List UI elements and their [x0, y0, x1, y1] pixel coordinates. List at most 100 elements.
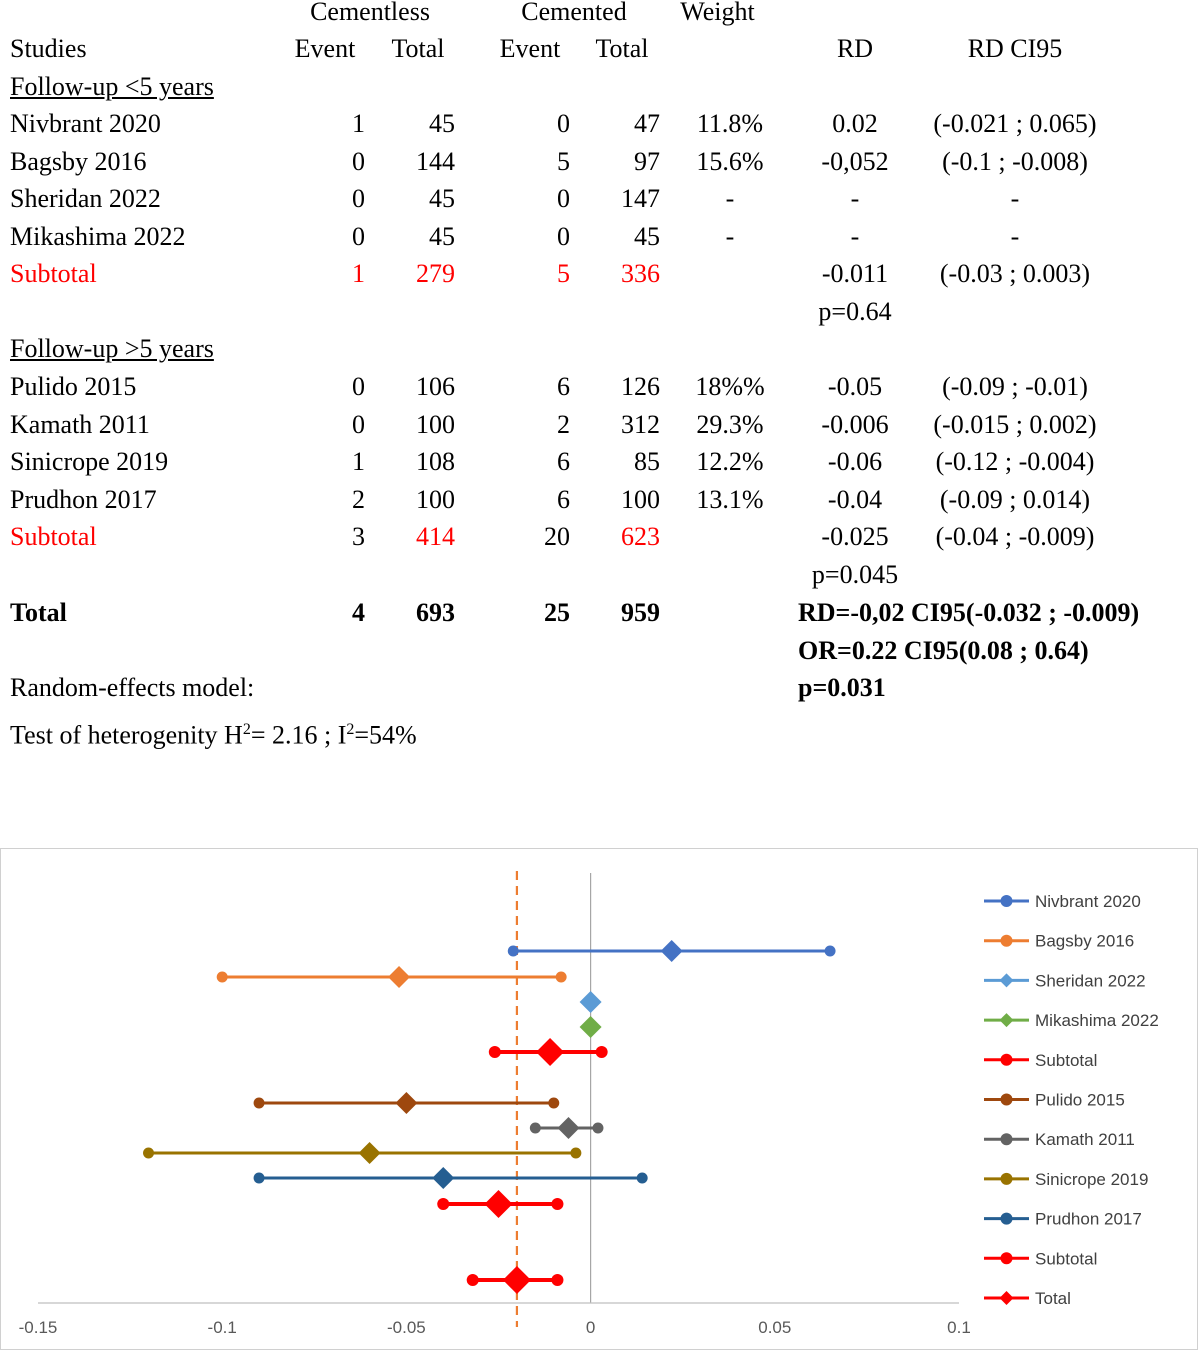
row-total-cementless: 106 [416, 372, 455, 401]
subtotal-2-event-cementless: 3 [352, 522, 365, 551]
row-event-cementless: 1 [352, 447, 365, 476]
row-total-cementless: 45 [429, 184, 455, 213]
row-total-cementless: 144 [416, 146, 455, 176]
row-total-cemented: 126 [621, 372, 660, 401]
effect-estimate-diamond [557, 1117, 580, 1139]
rd-header: RD [836, 34, 874, 63]
row-rd-ci: (-0.021 ; 0.065) [933, 109, 1097, 138]
effect-estimate-diamond [579, 1016, 602, 1038]
subtotal-1-event-cementless: 1 [352, 259, 365, 288]
row-event-cemented: 0 [557, 221, 570, 251]
section-label-gt5: Follow-up >5 years [10, 334, 214, 363]
row-total-cemented: 97 [634, 146, 660, 176]
x-tick-label: -0.05 [387, 1318, 426, 1337]
row-weight: 13.1% [696, 484, 764, 514]
ci-upper-point [636, 1172, 648, 1184]
legend-marker [1000, 895, 1013, 907]
effect-estimate-diamond [484, 1190, 513, 1218]
row-rd-value: - [850, 221, 860, 251]
event-header-cementless: Event [294, 34, 356, 63]
total-event-cementless: 4 [352, 598, 365, 627]
row-rd-value: - [850, 184, 860, 213]
total-event-cemented: 25 [544, 598, 570, 627]
row-event-cemented: 6 [557, 484, 570, 514]
ci-lower-point [507, 945, 519, 957]
row-event-cementless: 2 [352, 484, 365, 514]
row-rd-ci: - [1010, 184, 1020, 213]
legend-label: Mikashima 2022 [1035, 1011, 1159, 1030]
row-rd-value: -0.05 [827, 372, 883, 401]
row-study-name: Mikashima 2022 [10, 221, 186, 251]
effect-estimate-diamond [502, 1266, 531, 1294]
row-rd-ci: (-0.09 ; 0.014) [939, 484, 1091, 514]
row-event-cemented: 6 [557, 447, 570, 476]
row-total-cementless: 100 [416, 484, 455, 514]
row-rd-ci: (-0.1 ; -0.008) [942, 146, 1088, 176]
section-label-lt5: Follow-up <5 years [10, 72, 214, 101]
subtotal-2-label: Subtotal [10, 522, 97, 551]
legend-marker [1000, 1133, 1013, 1146]
subtotal-1-ci: (-0.03 ; 0.003) [939, 259, 1091, 288]
subtotal-1-total-cementless: 279 [416, 259, 455, 288]
row-study-name: Nivbrant 2020 [10, 109, 161, 138]
row-weight: - [725, 184, 735, 213]
effect-estimate-diamond [388, 966, 411, 988]
ci-upper-point [551, 1198, 564, 1210]
subtotal-1-label: Subtotal [10, 259, 97, 288]
total-total-cemented: 959 [621, 598, 660, 627]
row-event-cementless: 0 [352, 184, 365, 213]
legend-marker [999, 973, 1014, 988]
ci-lower-point [466, 1274, 479, 1286]
legend-marker [999, 1013, 1014, 1028]
row-weight: 18%% [695, 372, 765, 401]
row-event-cementless: 0 [352, 372, 365, 401]
row-rd-value: -0.006 [821, 409, 889, 439]
ci-upper-point [570, 1147, 582, 1159]
effect-estimate-diamond [660, 940, 683, 962]
row-study-name: Sheridan 2022 [10, 184, 161, 213]
total-total-cementless: 693 [416, 598, 455, 627]
x-tick-label: 0.1 [947, 1318, 971, 1337]
row-weight: 29.3% [696, 409, 764, 439]
row-total-cemented: 47 [634, 109, 660, 138]
row-rd-value: -0,052 [821, 146, 889, 176]
ci-upper-point [595, 1046, 608, 1058]
legend-label: Nivbrant 2020 [1035, 892, 1141, 911]
x-tick-label: -0.1 [208, 1318, 237, 1337]
ci-upper-point [592, 1122, 604, 1134]
row-event-cemented: 0 [557, 184, 570, 213]
total-rd-summary: RD=-0,02 CI95(-0.032 ; -0.009) [798, 598, 1140, 627]
ci-lower-point [437, 1198, 450, 1210]
forest-plot-chart: -0.15 -0.1 -0.05 0 0.05 0.1 Nivbrant 2020 Bagsb… [0, 848, 1198, 1350]
total-or-summary: OR=0.22 CI95(0.08 ; 0.64) [798, 636, 1089, 665]
ci-lower-point [253, 1097, 265, 1109]
legend-marker [1000, 934, 1013, 947]
row-rd-value: 0.02 [832, 109, 878, 138]
row-event-cementless: 0 [352, 409, 365, 439]
ci-upper-point [555, 971, 567, 983]
legend-label: Subtotal [1035, 1249, 1097, 1268]
x-tick-label: 0 [586, 1318, 595, 1337]
subtotal-2-ci: (-0.04 ; -0.009) [935, 522, 1095, 551]
row-event-cemented: 0 [557, 109, 570, 138]
row-rd-ci: (-0.015 ; 0.002) [933, 409, 1097, 439]
cemented-group-header: Cemented [521, 0, 627, 26]
row-weight: 11.8% [696, 109, 764, 138]
row-event-cementless: 1 [352, 109, 365, 138]
row-total-cemented: 147 [621, 184, 660, 213]
total-header-cementless: Total [391, 34, 445, 63]
total-header-cemented: Total [595, 34, 649, 63]
row-study-name: Pulido 2015 [10, 372, 137, 401]
legend-marker [999, 1291, 1014, 1305]
row-weight: 15.6% [696, 146, 764, 176]
legend-label: Sinicrope 2019 [1035, 1170, 1148, 1189]
row-total-cementless: 100 [416, 409, 455, 439]
legend-label: Total [1035, 1289, 1071, 1308]
row-total-cemented: 85 [634, 447, 660, 476]
row-study-name: Sinicrope 2019 [10, 447, 169, 476]
heterogeneity-test: Test of heterogenity H2= 2.16 ; I2=54% [10, 720, 417, 750]
subtotal-2-p: p=0.045 [811, 560, 899, 589]
row-rd-ci: (-0.09 ; -0.01) [942, 372, 1088, 401]
row-total-cementless: 45 [429, 109, 455, 138]
studies-header: Studies [10, 34, 87, 63]
